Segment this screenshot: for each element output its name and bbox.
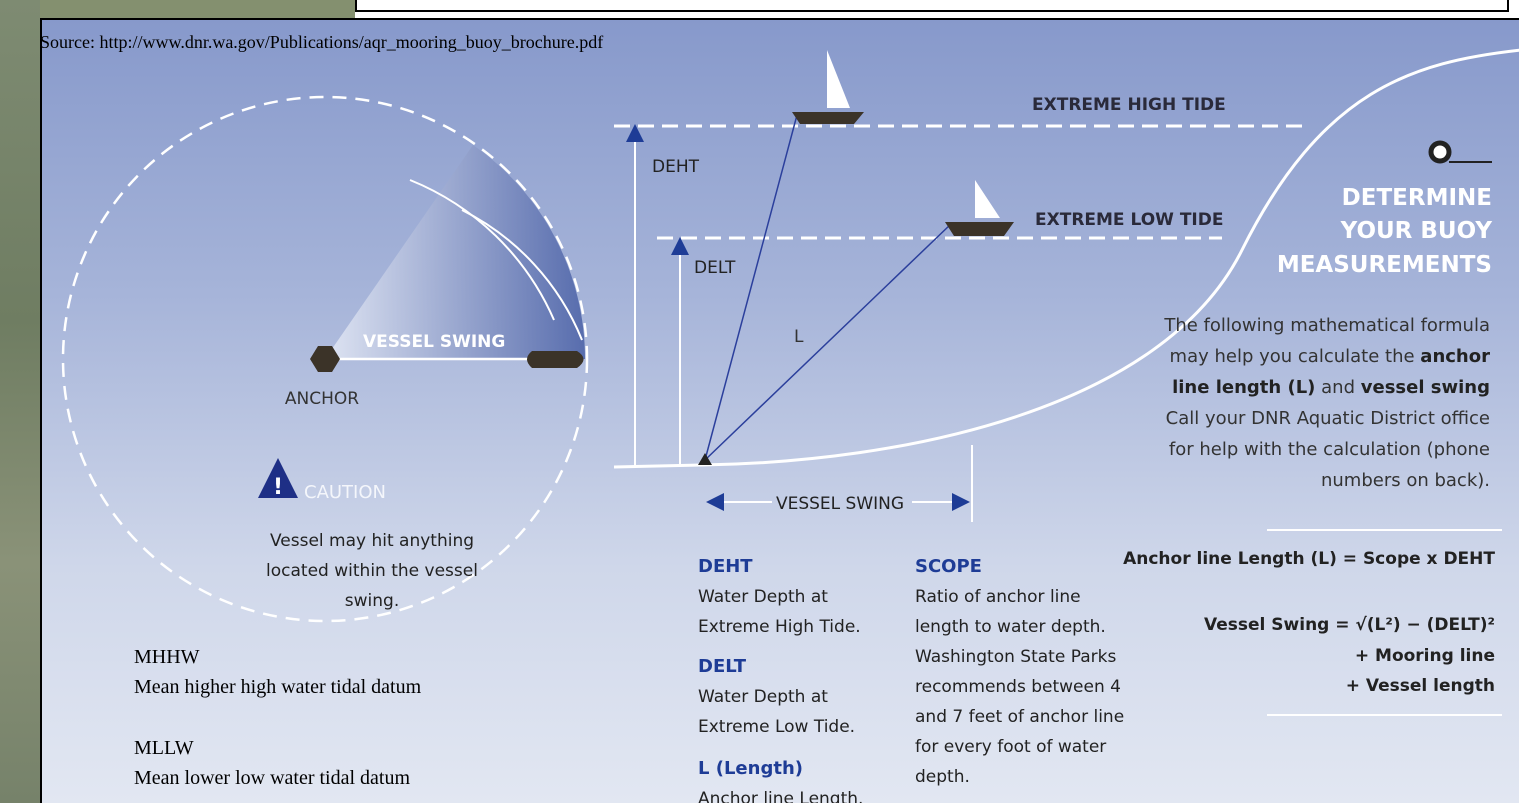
sail: [975, 180, 1000, 218]
definition: DELT Water Depth at Extreme Low Tide.: [698, 652, 888, 742]
note-abbr: MLLW: [134, 733, 410, 763]
formula: Anchor line Length (L) = Scope x DEHT: [1123, 549, 1495, 569]
definition: DEHT Water Depth at Extreme High Tide.: [698, 552, 888, 642]
formula: Vessel Swing = √(L²) − (DELT)²: [1204, 615, 1495, 635]
definition: L (Length) Anchor line Length.: [698, 754, 888, 803]
formula: + Vessel length: [1346, 676, 1495, 696]
definition-text: Anchor line Length.: [698, 789, 863, 803]
high-tide-label: EXTREME HIGH TIDE: [1032, 95, 1226, 115]
boat-hull: [527, 351, 584, 368]
arrow-head: [952, 493, 970, 511]
intro-bold: vessel swing: [1361, 377, 1490, 398]
intro-part: and: [1321, 377, 1355, 398]
boat: [792, 112, 864, 124]
heading: MEASUREMENTS: [1277, 252, 1492, 278]
definition-term: SCOPE: [915, 552, 1130, 582]
definition: SCOPE Ratio of anchor line length to wate…: [915, 552, 1130, 792]
definition-text: Ratio of anchor line length to water dep…: [915, 587, 1124, 787]
vessel-swing-label: VESSEL SWING: [776, 494, 904, 514]
page: ! VESSEL SWING ANCHOR CAUTION EXTREME HI…: [0, 0, 1519, 803]
caution-label: CAUTION: [304, 482, 386, 503]
heading: YOUR BUOY: [1340, 218, 1493, 244]
map-background: [40, 0, 355, 18]
note-text: Mean lower low water tidal datum: [134, 763, 410, 793]
swing-sector: [325, 145, 585, 359]
low-tide-label: EXTREME LOW TIDE: [1035, 210, 1223, 230]
delt-label: DELT: [694, 258, 736, 278]
heading: DETERMINE: [1342, 185, 1492, 211]
source-text: Source: http://www.dnr.wa.gov/Publicatio…: [40, 32, 603, 53]
deht-label: DEHT: [652, 157, 700, 177]
boat: [945, 222, 1014, 236]
sail: [827, 50, 850, 108]
buoy-icon: [1431, 143, 1449, 161]
caution-mark: !: [273, 475, 283, 500]
formula: + Mooring line: [1355, 646, 1495, 666]
anchor-line: [705, 223, 952, 460]
brochure-image: ! VESSEL SWING ANCHOR CAUTION EXTREME HI…: [40, 18, 1519, 803]
definition-text: Water Depth at Extreme High Tide.: [698, 587, 861, 637]
note-abbr: MHHW: [134, 642, 421, 672]
arrow-head: [706, 493, 724, 511]
vessel-swing-label: VESSEL SWING: [363, 332, 505, 352]
definition-term: L (Length): [698, 754, 888, 784]
definition-text: Water Depth at Extreme Low Tide.: [698, 687, 855, 737]
caution-text: Vessel may hit anything located within t…: [252, 526, 492, 616]
intro-text: The following mathematical formula may h…: [1160, 310, 1490, 496]
definition-term: DEHT: [698, 552, 888, 582]
frame: [355, 0, 1509, 12]
definition-term: DELT: [698, 652, 888, 682]
anchor-line: [705, 115, 797, 460]
l-label: L: [794, 327, 804, 347]
arrow-head: [671, 237, 689, 255]
anchor-label: ANCHOR: [285, 389, 359, 409]
map-background: [0, 0, 40, 803]
note-text: Mean higher high water tidal datum: [134, 672, 421, 702]
intro-part: Call your DNR Aquatic District office fo…: [1166, 408, 1490, 491]
